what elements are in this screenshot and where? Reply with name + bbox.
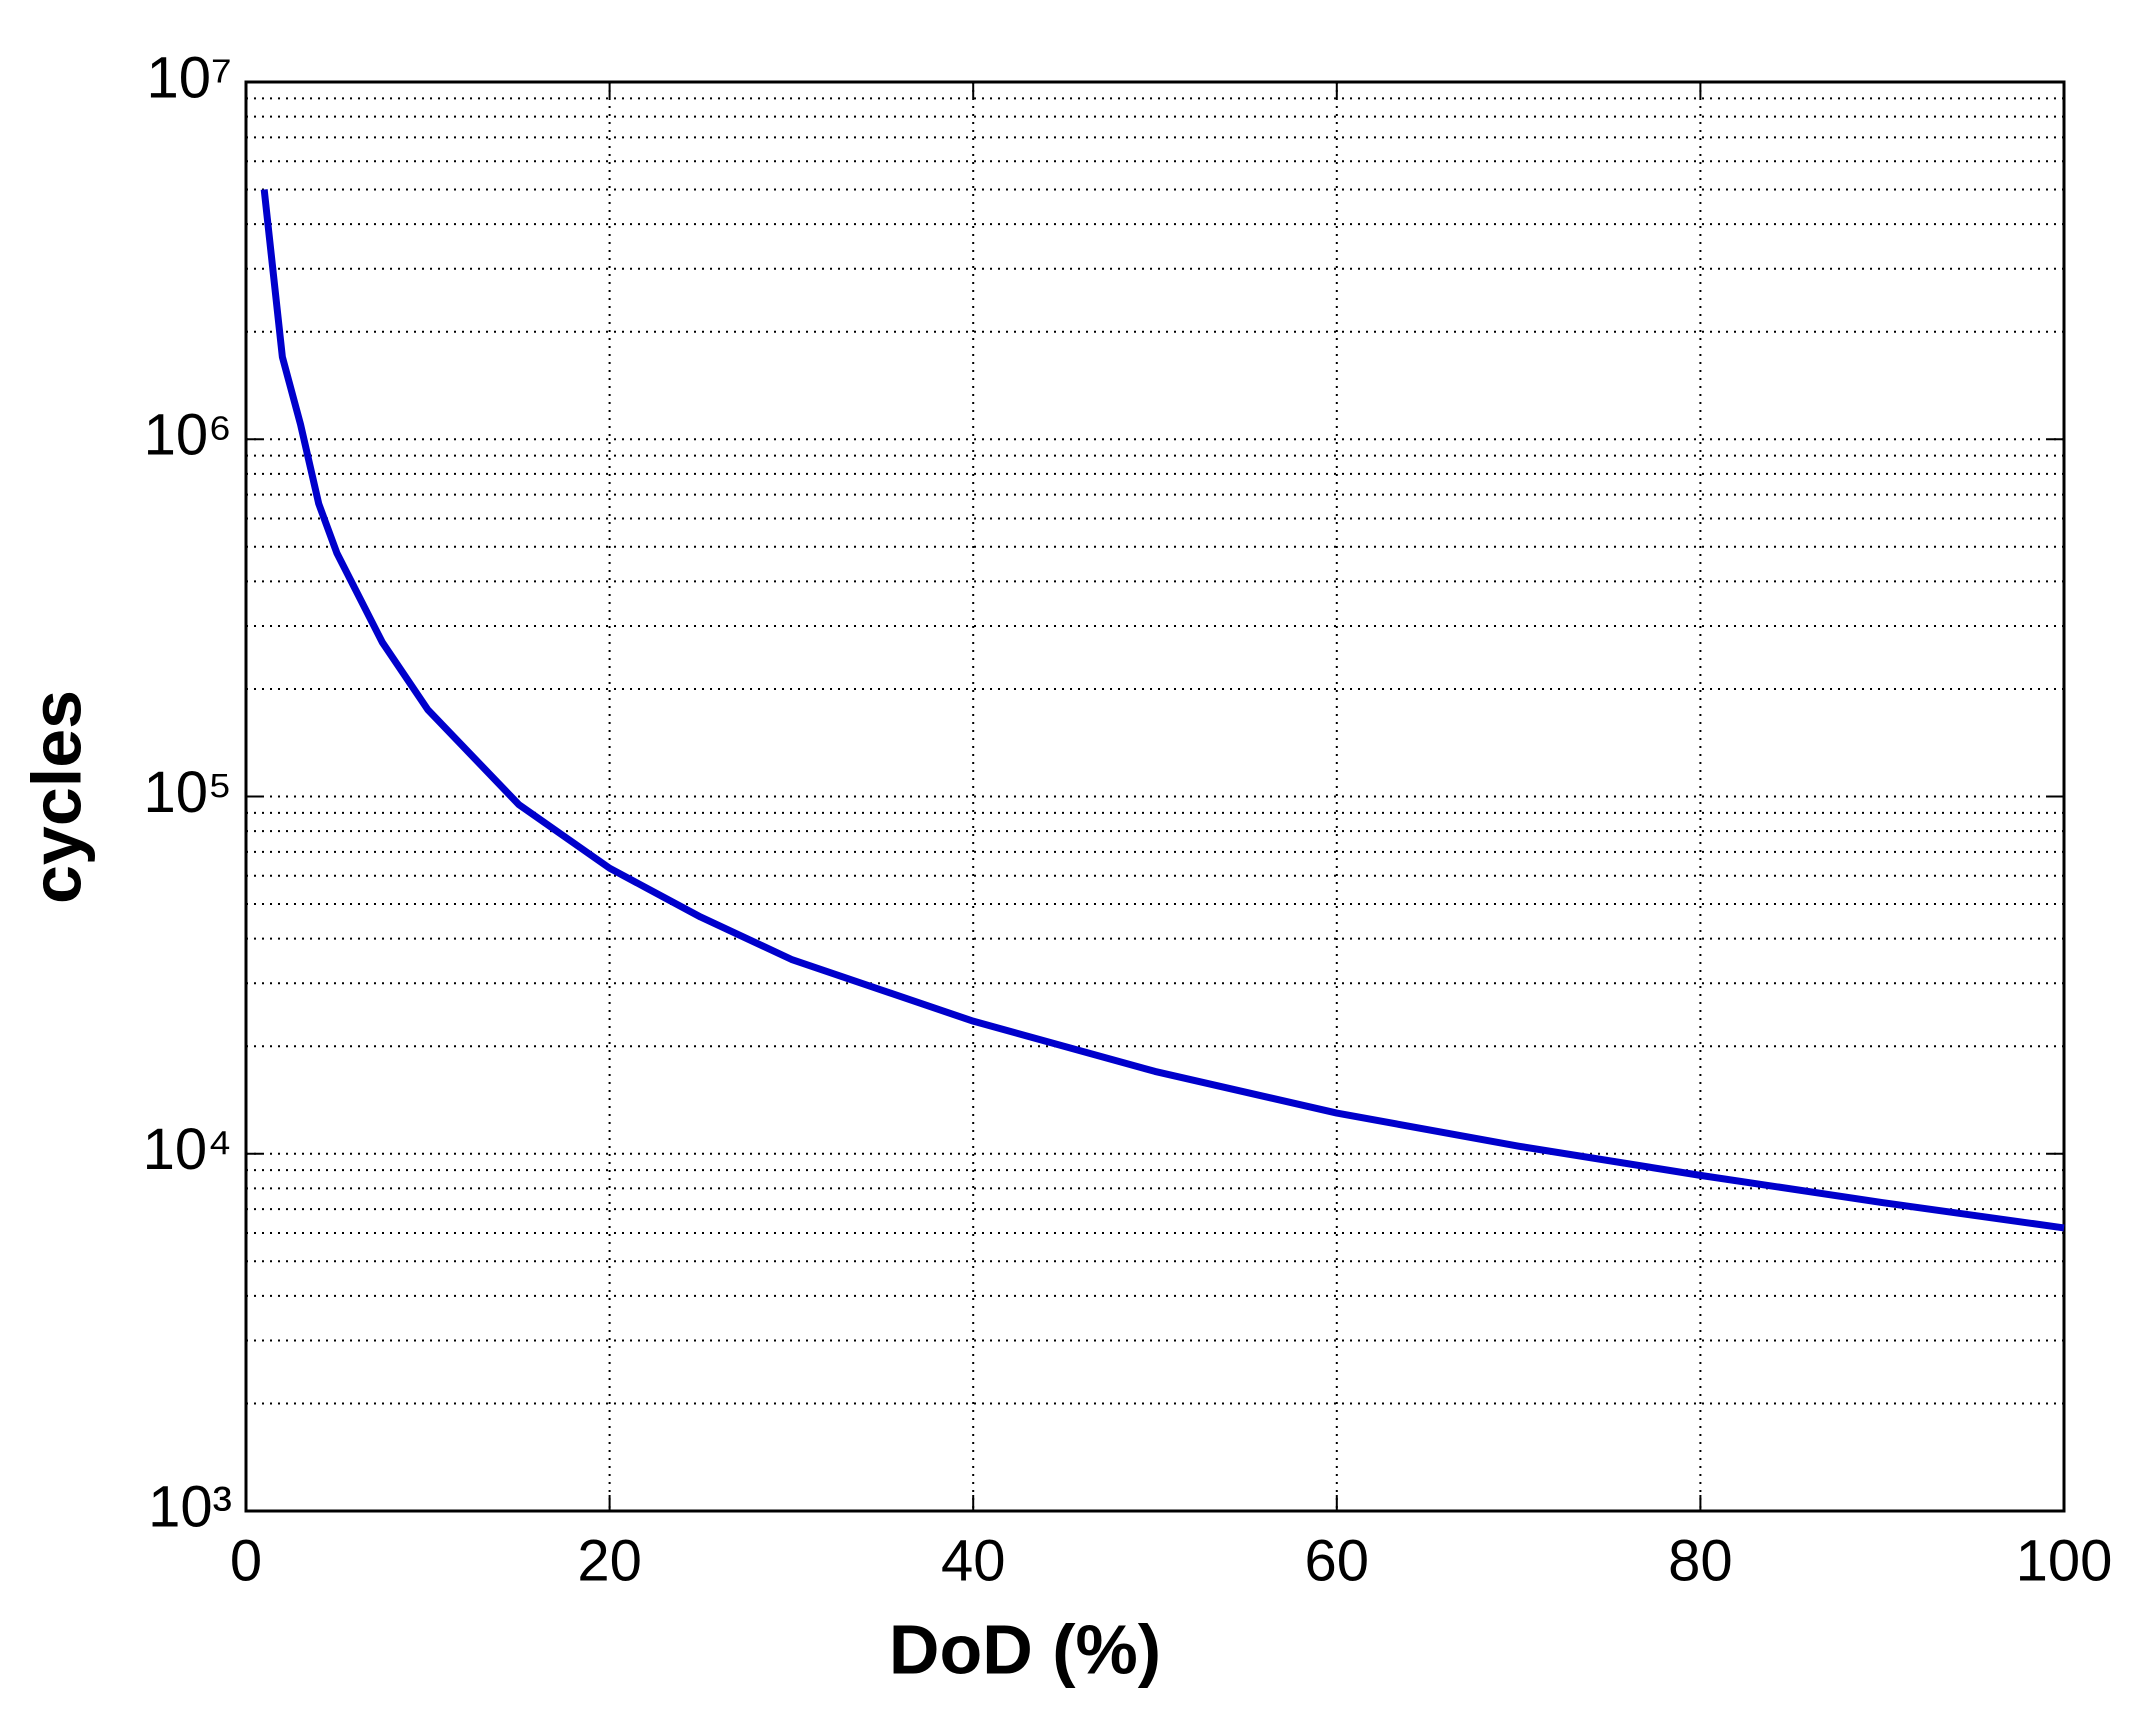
y-tick-label: 10⁵ <box>143 760 232 825</box>
y-tick-label: 10⁶ <box>144 403 232 468</box>
y-tick-label: 10⁴ <box>143 1117 232 1182</box>
x-tick-label: 100 <box>2016 1528 2113 1593</box>
x-tick-label: 20 <box>577 1528 642 1593</box>
x-tick-label: 40 <box>941 1528 1006 1593</box>
x-tick-label: 80 <box>1668 1528 1733 1593</box>
plot-frame <box>244 80 2066 1513</box>
data-line <box>260 189 2065 1232</box>
x-tick-label: 60 <box>1305 1528 1370 1593</box>
x-axis-label: DoD (%) <box>889 1610 1161 1688</box>
y-tick-label: 10⁷ <box>147 45 233 110</box>
y-tick-label: 10³ <box>148 1474 232 1539</box>
y-axis-label: cycles <box>17 690 95 904</box>
x-tick-label: 0 <box>230 1528 262 1593</box>
